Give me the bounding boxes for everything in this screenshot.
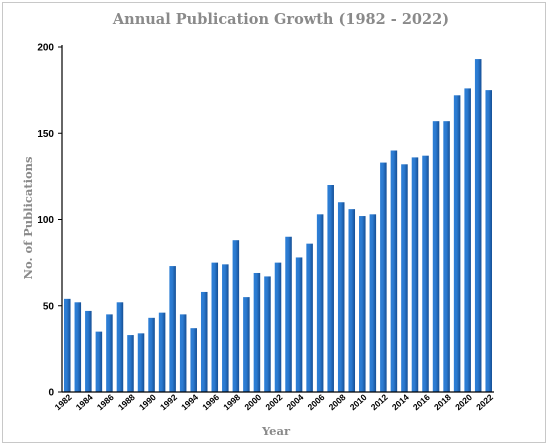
x-tick-label: 1984 <box>74 392 95 412</box>
bar-1991 <box>158 312 166 392</box>
bar-2010 <box>359 216 366 392</box>
bar-1999 <box>243 297 250 392</box>
bar-1985 <box>95 331 103 392</box>
bar-1987 <box>116 302 124 392</box>
y-tick-label: 200 <box>37 43 54 54</box>
x-tick-label: 2014 <box>390 392 411 412</box>
bar-2007 <box>327 185 334 392</box>
x-tick-label: 2022 <box>474 392 495 412</box>
bar-2008 <box>337 202 345 392</box>
bar-2004 <box>295 257 303 392</box>
x-tick-label: 2018 <box>432 392 453 412</box>
bar-2001 <box>264 276 271 392</box>
bar-2015 <box>411 157 419 392</box>
x-tick-label: 1996 <box>200 392 221 412</box>
y-axis-ticks: 0 50 100 150 200 <box>37 43 62 399</box>
bar-2011 <box>369 214 377 392</box>
bar-2012 <box>380 162 387 392</box>
x-tick-label: 2016 <box>411 392 432 412</box>
bar-1986 <box>106 314 113 392</box>
bar-1996 <box>211 262 219 392</box>
y-tick-label: 0 <box>48 388 54 399</box>
x-tick-label: 2004 <box>285 392 306 412</box>
bars <box>64 59 492 393</box>
bar-2016 <box>422 155 429 392</box>
bar-1998 <box>232 240 240 392</box>
y-tick-label: 50 <box>43 301 55 312</box>
bar-1995 <box>200 291 208 392</box>
x-tick-label: 2006 <box>306 392 327 412</box>
bar-2003 <box>285 236 292 392</box>
bar-2014 <box>401 164 408 392</box>
chart-title: Annual Publication Growth (1982 - 2022) <box>112 11 449 28</box>
bar-2006 <box>316 214 324 392</box>
bar-1988 <box>127 335 134 392</box>
bar-2013 <box>390 150 398 392</box>
x-tick-label: 2002 <box>263 392 284 412</box>
y-axis-title: No. of Publications <box>21 156 35 279</box>
bar-2002 <box>274 262 282 392</box>
bar-2020 <box>464 88 471 393</box>
x-tick-label: 1992 <box>158 392 179 412</box>
bar-2017 <box>432 121 440 393</box>
bar-1992 <box>169 266 176 392</box>
bar-1984 <box>85 310 92 392</box>
x-tick-label: 1988 <box>116 392 137 412</box>
x-axis-ticks: 1982 1984 1986 1988 1990 1992 1994 1996 1998 2000… <box>53 392 496 412</box>
y-tick-label: 150 <box>37 129 54 140</box>
x-tick-label: 2020 <box>453 392 474 412</box>
bar-1993 <box>179 314 187 392</box>
bar-2000 <box>253 272 261 392</box>
bar-2021 <box>474 59 482 392</box>
bar-1997 <box>222 264 229 392</box>
bar-1982 <box>64 298 71 392</box>
x-tick-label: 2010 <box>348 392 369 412</box>
bar-2022 <box>485 90 492 392</box>
x-tick-label: 1994 <box>179 392 200 412</box>
x-tick-label: 2000 <box>242 392 263 412</box>
bar-1990 <box>148 317 155 392</box>
bar-2005 <box>306 243 313 392</box>
x-axis-title: Year <box>261 424 291 438</box>
y-tick-label: 100 <box>37 215 54 226</box>
x-tick-label: 2012 <box>369 392 390 412</box>
x-tick-label: 1986 <box>95 392 116 412</box>
bar-1994 <box>190 328 197 392</box>
x-tick-label: 1990 <box>137 392 158 412</box>
x-tick-label: 1998 <box>221 392 242 412</box>
bar-1989 <box>137 333 145 392</box>
bar-2018 <box>443 121 450 393</box>
x-tick-label: 1982 <box>53 392 74 412</box>
x-tick-label: 2008 <box>327 392 348 412</box>
bar-2009 <box>348 209 356 392</box>
bar-2019 <box>453 95 461 393</box>
bar-1983 <box>74 302 82 392</box>
